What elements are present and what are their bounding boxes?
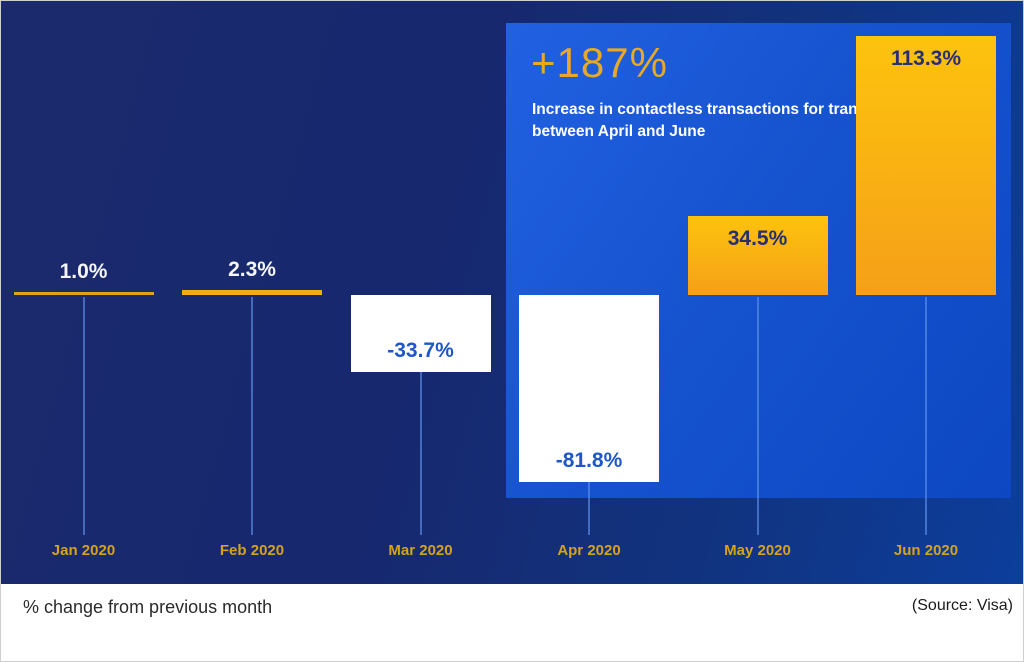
- caption-bar: % change from previous month (Source: Vi…: [1, 584, 1023, 661]
- month-label: Jun 2020: [893, 542, 959, 559]
- connector-line: [756, 297, 759, 535]
- chart-area: +187% Increase in contactless transactio…: [1, 1, 1023, 584]
- connector-line: [82, 297, 85, 535]
- axis-caption: % change from previous month: [23, 597, 273, 617]
- bar-value-label: 2.3%: [228, 258, 276, 281]
- bar-value-label: 34.5%: [727, 227, 788, 250]
- connector-line: [588, 482, 590, 535]
- month-label: Apr 2020: [557, 542, 621, 559]
- bar-value-label: -81.8%: [555, 449, 623, 472]
- bar-may-2020: [687, 216, 828, 295]
- bar-mar-2020: [350, 295, 491, 372]
- month-label: Mar 2020: [388, 542, 453, 559]
- source-credit: (Source: Visa): [911, 597, 1013, 614]
- connector-line: [419, 372, 422, 535]
- bar-value-label: -33.7%: [387, 339, 454, 362]
- month-label: May 2020: [724, 542, 791, 559]
- connector-line: [251, 297, 253, 535]
- bar-apr-2020: [519, 295, 659, 482]
- connector-line: [925, 297, 927, 535]
- bar-feb-2020: [182, 290, 322, 295]
- bar-jun-2020: [856, 36, 996, 295]
- month-label: Jan 2020: [51, 542, 116, 559]
- bar-value-label: 1.0%: [59, 260, 108, 283]
- highlight-headline: +187%: [531, 39, 668, 86]
- month-label: Feb 2020: [219, 542, 285, 559]
- highlight-description: Increase in contactless transactions for…: [532, 101, 918, 141]
- bar-jan-2020: [13, 292, 154, 295]
- bar-value-label: 113.3%: [890, 47, 962, 70]
